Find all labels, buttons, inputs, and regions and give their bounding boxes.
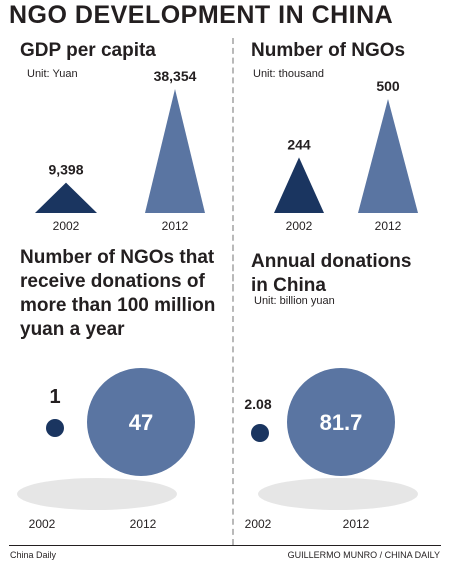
annual-donations-title-line-1: Annual donations: [251, 251, 412, 272]
year-label-2012: 2012: [375, 219, 402, 233]
big-donation-ngos-title-line-4: yuan a year: [20, 319, 125, 340]
triangle-mark-2002: [35, 182, 97, 213]
value-label-2012: 81.7: [320, 410, 363, 435]
bubble-mark-2002: [46, 419, 64, 437]
bubble-mark-2002: [251, 424, 269, 442]
gdp-panel-unit: Unit: Yuan: [27, 68, 78, 80]
triangle-mark-2012: [145, 89, 205, 213]
triangle-mark-2002: [274, 157, 324, 213]
bubble-mark-2012: [287, 368, 395, 476]
bubble-shadow: [17, 478, 177, 510]
value-label-2002: 9,398: [48, 162, 83, 178]
footer-rule: [9, 545, 441, 546]
infographic-title: NGO DEVELOPMENT IN CHINA: [9, 1, 394, 29]
footer-credit: GUILLERMO MUNRO / CHINA DAILY: [287, 550, 440, 560]
year-label-2012: 2012: [130, 517, 157, 531]
footer-source: China Daily: [10, 550, 57, 560]
bubble-mark-2012: [87, 368, 195, 476]
ngo-count-panel-unit: Unit: thousand: [253, 68, 324, 80]
annual-donations-unit: Unit: billion yuan: [254, 295, 335, 307]
big-donation-ngos-title-line-1: Number of NGOs that: [20, 247, 215, 268]
big-donation-ngos-title-line-2: receive donations of: [20, 271, 205, 292]
year-label-2012: 2012: [343, 517, 370, 531]
value-label-2012: 500: [376, 78, 400, 94]
bubble-shadow: [258, 478, 418, 510]
column-divider-lower: [232, 245, 234, 545]
year-label-2002: 2002: [53, 219, 80, 233]
value-label-2002: 1: [49, 386, 60, 408]
gdp-panel-title: GDP per capita: [20, 40, 156, 61]
big-donation-ngos-title-line-3: more than 100 million: [20, 295, 216, 316]
column-divider: [232, 38, 234, 290]
value-label-2012: 38,354: [154, 68, 197, 84]
year-label-2012: 2012: [162, 219, 189, 233]
value-label-2002: 2.08: [244, 396, 271, 412]
year-label-2002: 2002: [286, 219, 313, 233]
triangle-mark-2012: [358, 99, 418, 213]
year-label-2002: 2002: [29, 517, 56, 531]
ngo-count-panel-title: Number of NGOs: [251, 40, 406, 61]
year-label-2002: 2002: [245, 517, 272, 531]
annual-donations-title-line-2: in China: [251, 275, 326, 296]
value-label-2002: 244: [287, 136, 311, 152]
value-label-2012: 47: [129, 410, 153, 435]
